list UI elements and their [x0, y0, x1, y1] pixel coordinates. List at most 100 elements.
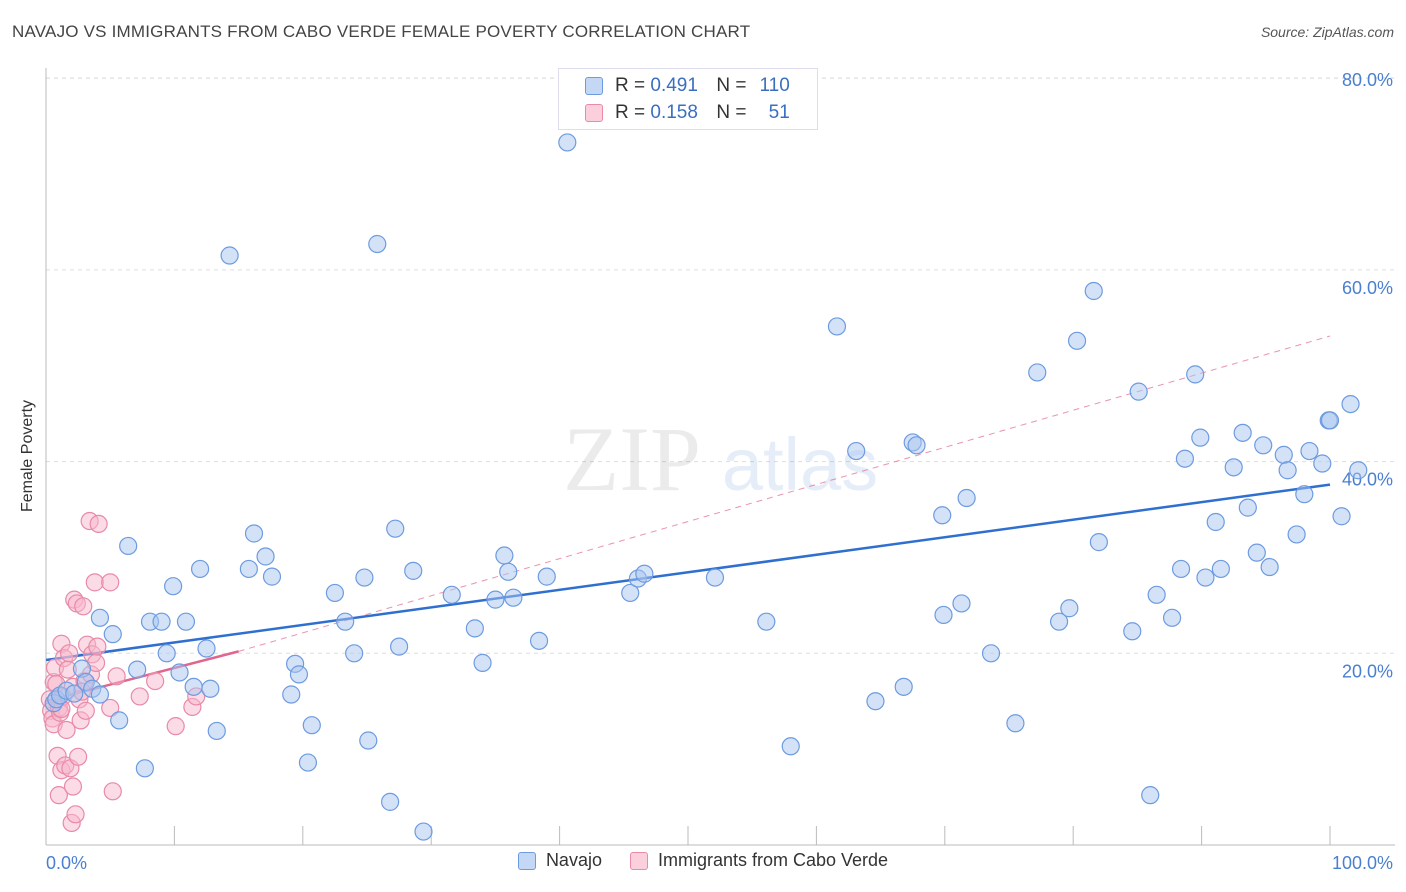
navajo-point — [1175, 449, 1195, 468]
navajo-point — [128, 660, 147, 679]
navajo-point — [1084, 281, 1103, 301]
navajo-trend-line — [45, 483, 1331, 662]
navajo-point — [119, 536, 138, 556]
navajo-point — [473, 653, 492, 672]
navajo-point — [390, 637, 409, 656]
cabo-verde-point — [66, 805, 85, 824]
navajo-point — [207, 721, 226, 741]
cabo-verde-point — [130, 687, 149, 706]
navajo-point — [495, 546, 514, 565]
legend-cabo-label: Immigrants from Cabo Verde — [657, 850, 889, 870]
navajo-point — [381, 792, 400, 811]
navajo-point — [499, 562, 518, 581]
navajo-point — [90, 608, 110, 627]
navajo-point — [781, 737, 800, 756]
navajo-point — [1196, 568, 1215, 587]
source-credit: Source: ZipAtlas.com — [1260, 24, 1394, 40]
cabo-verde-point — [101, 698, 120, 718]
cabo-verde-point — [85, 573, 104, 592]
navajo-point — [907, 436, 926, 455]
navajo-point — [504, 588, 523, 607]
legend-item-navajo[interactable]: Navajo — [517, 850, 602, 871]
y-tick-label: 80.0% — [1342, 70, 1393, 90]
navajo-point — [1049, 612, 1069, 631]
cabo-n-value: 51 — [768, 102, 790, 123]
navajo-point — [1129, 382, 1148, 401]
navajo-point — [933, 506, 952, 525]
navajo-point — [1233, 423, 1252, 442]
navajo-point — [282, 685, 301, 704]
navajo-point — [1295, 485, 1314, 504]
navajo-point — [164, 577, 183, 596]
watermark-zip: ZIP — [563, 408, 701, 510]
navajo-point — [1162, 608, 1182, 627]
series-legend: Navajo Immigrants from Cabo Verde — [0, 850, 1406, 871]
legend-navajo-label: Navajo — [545, 850, 602, 870]
navajo-point — [847, 441, 866, 461]
legend-item-cabo-verde[interactable]: Immigrants from Cabo Verde — [629, 850, 889, 871]
cabo-verde-point — [63, 777, 83, 796]
navajo-point — [1349, 461, 1368, 480]
navajo-point — [152, 612, 171, 631]
navajo-point — [404, 561, 423, 580]
navajo-point — [635, 564, 654, 583]
cabo-verde-point — [60, 644, 79, 663]
x-tick-label-max: 100.0% — [1332, 853, 1393, 873]
navajo-point — [1186, 365, 1205, 384]
navajo-point — [170, 663, 189, 682]
navajo-point — [345, 644, 364, 663]
cabo-verde-point — [107, 667, 126, 686]
navajo-point — [442, 585, 461, 604]
cabo-verde-point — [166, 717, 185, 736]
navajo-point — [110, 711, 129, 730]
cabo-r-label: R = — [615, 102, 646, 123]
navajo-n-label: N = — [716, 75, 747, 96]
navajo-point — [355, 568, 374, 587]
navajo-point — [894, 677, 913, 696]
navajo-point — [1287, 525, 1306, 544]
navajo-point — [1141, 786, 1160, 805]
cabo-r-value: 0.158 — [650, 102, 698, 123]
chart-title: NAVAJO VS IMMIGRANTS FROM CABO VERDE FEM… — [12, 22, 751, 41]
x-tick-label-min: 0.0% — [46, 853, 87, 873]
navajo-point — [558, 133, 577, 152]
watermark-atlas: atlas — [722, 423, 878, 506]
legend-navajo-swatch — [517, 851, 536, 870]
cabo-verde-point — [146, 671, 165, 691]
navajo-r-label: R = — [615, 75, 646, 96]
navajo-point — [368, 234, 387, 254]
navajo-point — [1320, 411, 1340, 430]
navajo-point — [1006, 714, 1025, 733]
navajo-point — [1211, 559, 1230, 579]
navajo-point — [359, 731, 378, 750]
tick-labels: 20.0%40.0%60.0%80.0%0.0% 100.0% — [46, 70, 1393, 873]
navajo-point — [336, 612, 355, 631]
cabo-verde-point — [89, 514, 108, 534]
cabo-trend-extension — [238, 335, 1331, 652]
navajo-point — [201, 679, 220, 698]
navajo-point — [621, 583, 640, 603]
navajo-point — [952, 594, 971, 613]
stats-legend: R = 0.491 N = 110 R = 0.158 N = 51 — [558, 68, 818, 130]
legend-row-navajo: R = 0.491 N = 110 — [585, 73, 790, 99]
navajo-point — [1332, 507, 1351, 526]
navajo-point — [1247, 543, 1266, 562]
cabo-verde-point — [68, 747, 88, 766]
navajo-r-value: 0.491 — [650, 75, 698, 96]
navajo-point — [866, 692, 885, 711]
navajo-point — [239, 559, 258, 579]
navajo-point — [298, 753, 318, 772]
navajo-point — [934, 605, 953, 625]
navajo-point — [190, 559, 210, 579]
navajo-point — [465, 619, 484, 638]
navajo-point — [256, 547, 275, 566]
navajo-swatch — [585, 77, 603, 95]
navajo-point — [1067, 331, 1087, 350]
cabo-swatch — [585, 104, 603, 122]
navajo-point — [65, 684, 84, 703]
cabo-verde-point — [57, 720, 76, 740]
navajo-point — [981, 644, 1001, 663]
navajo-point — [220, 246, 239, 265]
navajo-point — [184, 677, 203, 696]
